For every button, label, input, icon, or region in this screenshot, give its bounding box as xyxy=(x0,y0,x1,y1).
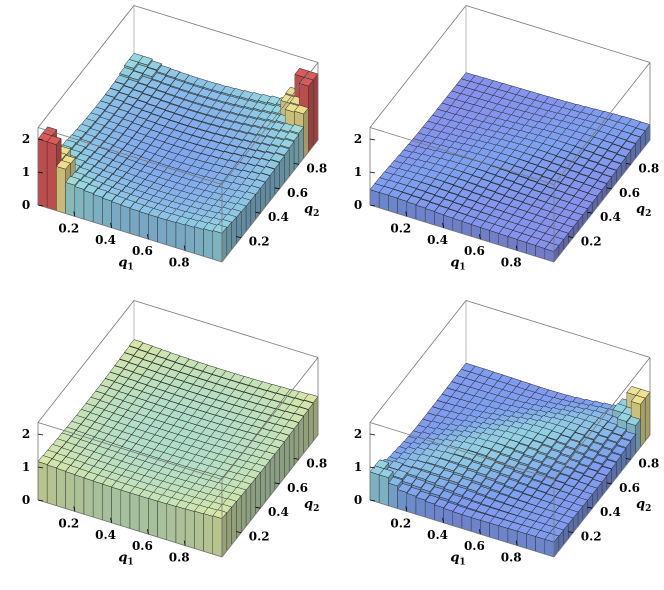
panel-bottom-right: 0 1 2 0.2 0.4 0.6 0.8 0.2 0.4 0.6 0.8 q1 q2 xyxy=(332,295,664,590)
bounding-box-front xyxy=(369,5,651,263)
y-tick-label: 0.4 xyxy=(268,505,289,519)
z-tick-label: 0 xyxy=(354,198,362,212)
z-tick-label: 2 xyxy=(22,427,30,441)
z-tick-label: 2 xyxy=(354,132,362,146)
x-tick-label: 0.8 xyxy=(501,256,522,270)
bars xyxy=(37,53,319,263)
y-tick-label: 0.2 xyxy=(581,530,602,544)
y-axis-label: q2 xyxy=(636,497,651,514)
x-axis-label: q1 xyxy=(450,255,465,272)
z-tick-label: 0 xyxy=(22,493,30,507)
y-tick-label: 0.8 xyxy=(638,456,659,470)
y-axis-label: q2 xyxy=(304,202,319,219)
z-tick-label: 1 xyxy=(354,165,362,179)
y-tick-label: 0.8 xyxy=(638,161,659,175)
y-tick-label: 0.2 xyxy=(249,530,270,544)
x-tick-label: 0.2 xyxy=(58,221,79,235)
panel-bottom-left: 0 1 2 0.2 0.4 0.6 0.8 0.2 0.4 0.6 0.8 q1 q2 xyxy=(0,295,332,590)
z-tick-label: 2 xyxy=(22,132,30,146)
x-tick-label: 0.4 xyxy=(95,528,116,542)
bar-chart-3d: 0 1 2 0.2 0.4 0.6 0.8 0.2 0.4 0.6 0.8 q1 q2 xyxy=(354,300,659,567)
panel-top-left: 0 1 2 0.2 0.4 0.6 0.8 0.2 0.4 0.6 0.8 q1 q2 xyxy=(0,0,332,295)
x-tick-label: 0.4 xyxy=(427,528,448,542)
z-tick-label: 0 xyxy=(22,198,30,212)
x-tick-label: 0.6 xyxy=(132,539,153,553)
x-axis-label: q1 xyxy=(118,550,133,567)
x-tick-label: 0.2 xyxy=(390,221,411,235)
x-tick-label: 0.6 xyxy=(132,244,153,258)
x-tick-label: 0.2 xyxy=(390,516,411,530)
x-tick-label: 0.8 xyxy=(169,256,190,270)
bars xyxy=(37,339,319,558)
x-axis-label: q1 xyxy=(450,550,465,567)
z-tick-label: 0 xyxy=(354,493,362,507)
bar-chart-3d: 0 1 2 0.2 0.4 0.6 0.8 0.2 0.4 0.6 0.8 q1 q2 xyxy=(354,5,659,272)
x-tick-label: 0.4 xyxy=(427,233,448,247)
x-tick-label: 0.8 xyxy=(501,551,522,565)
bounding-box-front xyxy=(37,5,319,263)
x-tick-label: 0.6 xyxy=(464,244,485,258)
y-tick-label: 0.6 xyxy=(619,481,640,495)
y-axis-label: q2 xyxy=(636,202,651,219)
x-tick-label: 0.6 xyxy=(464,539,485,553)
x-tick-label: 0.2 xyxy=(58,516,79,530)
bounding-box-front xyxy=(369,300,651,558)
y-tick-label: 0.6 xyxy=(619,186,640,200)
x-axis-label: q1 xyxy=(118,255,133,272)
y-tick-label: 0.6 xyxy=(287,481,308,495)
z-tick-label: 2 xyxy=(354,427,362,441)
y-tick-label: 0.4 xyxy=(268,210,289,224)
z-tick-label: 1 xyxy=(354,460,362,474)
y-tick-label: 0.6 xyxy=(287,186,308,200)
y-tick-label: 0.8 xyxy=(306,161,327,175)
z-tick-label: 1 xyxy=(22,165,30,179)
x-tick-label: 0.4 xyxy=(95,233,116,247)
bar xyxy=(212,509,228,558)
bar xyxy=(544,532,560,558)
x-tick-label: 0.8 xyxy=(169,551,190,565)
y-tick-label: 0.2 xyxy=(249,235,270,249)
z-tick-label: 1 xyxy=(22,460,30,474)
bar-chart-3d: 0 1 2 0.2 0.4 0.6 0.8 0.2 0.4 0.6 0.8 q1 q2 xyxy=(22,5,327,272)
bounding-box-front xyxy=(37,300,319,558)
y-tick-label: 0.4 xyxy=(600,505,621,519)
bars xyxy=(369,72,651,263)
y-axis-label: q2 xyxy=(304,497,319,514)
y-tick-label: 0.8 xyxy=(306,456,327,470)
bar-chart-3d: 0 1 2 0.2 0.4 0.6 0.8 0.2 0.4 0.6 0.8 q1 q2 xyxy=(22,300,327,567)
bar xyxy=(212,224,228,263)
bars xyxy=(369,362,651,558)
y-tick-label: 0.2 xyxy=(581,235,602,249)
panel-top-right: 0 1 2 0.2 0.4 0.6 0.8 0.2 0.4 0.6 0.8 q1 q2 xyxy=(332,0,664,295)
y-tick-label: 0.4 xyxy=(600,210,621,224)
